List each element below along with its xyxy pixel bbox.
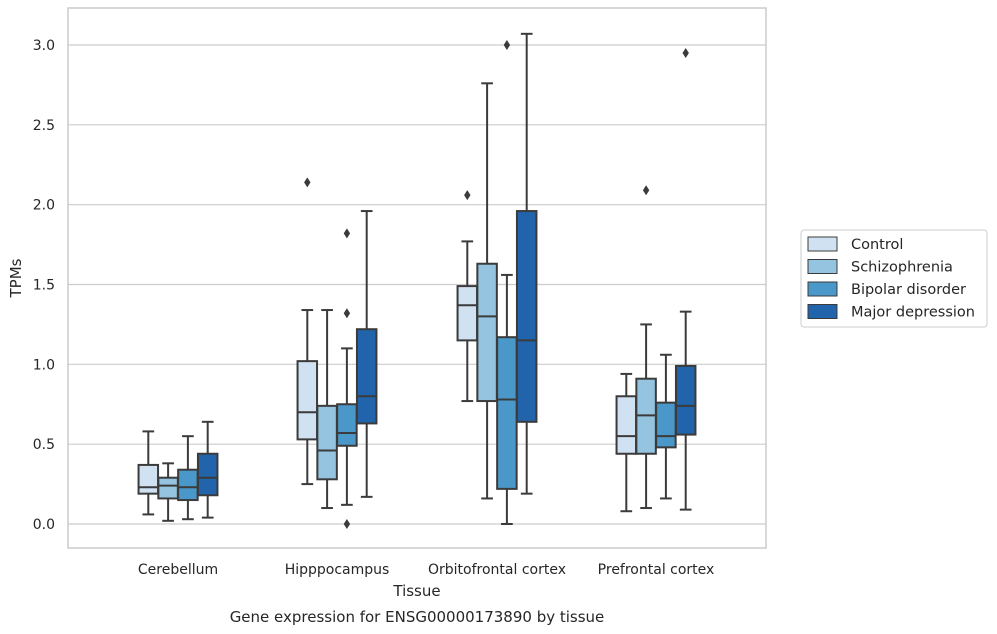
box-bipolar-disorder	[177, 435, 199, 521]
outlier-point	[642, 185, 650, 196]
outlier-point	[682, 47, 689, 58]
box-bipolar-disorder	[336, 228, 358, 529]
box-iqr	[476, 262, 498, 403]
outlier-point	[464, 190, 471, 201]
box-iqr	[177, 468, 199, 502]
box-iqr	[316, 404, 338, 481]
x-axis-label: Tissue	[392, 582, 440, 600]
plot-area-frame	[67, 7, 767, 549]
y-axis-ticks: 0.0 0.5 1.0 1.5 2.0 2.5 3.0	[33, 38, 55, 533]
box-schizophrenia	[476, 82, 498, 500]
box-control	[456, 190, 479, 403]
legend-swatch	[807, 304, 838, 319]
box-iqr	[196, 452, 219, 497]
box-schizophrenia	[316, 309, 338, 510]
x-tick-label: Prefrontal cortex	[598, 562, 715, 578]
box-bipolar-disorder	[496, 40, 518, 525]
legend-swatch	[807, 281, 838, 297]
box-iqr	[456, 285, 479, 342]
box-iqr	[496, 336, 518, 490]
x-tick-label: Hipppocampus	[285, 562, 390, 578]
box-iqr	[615, 395, 638, 455]
y-gridlines	[68, 44, 766, 525]
box-major-depression	[196, 420, 219, 519]
legend: Control Schizophrenia Bipolar disorder Majo…	[800, 229, 988, 328]
y-tick-label: 3.0	[33, 38, 55, 54]
box-iqr	[157, 476, 179, 500]
y-tick-label: 1.5	[33, 278, 55, 294]
box-schizophrenia	[157, 462, 179, 522]
box-iqr	[137, 463, 160, 495]
box-series-group	[137, 32, 697, 529]
outlier-point	[343, 228, 351, 239]
y-tick-label: 0.0	[33, 517, 55, 533]
legend-label: Control	[851, 237, 903, 253]
x-tick-label: Cerebellum	[138, 562, 218, 578]
box-major-depression	[515, 32, 538, 495]
x-tick-label: Orbitofrontal cortex	[428, 562, 566, 578]
y-tick-label: 2.0	[33, 198, 55, 214]
box-iqr	[515, 210, 538, 423]
box-major-depression	[674, 47, 697, 511]
outlier-point	[304, 177, 311, 188]
y-axis-label: TPMs	[7, 258, 25, 298]
box-control	[296, 177, 319, 486]
box-iqr	[674, 364, 697, 436]
box-iqr	[336, 403, 358, 447]
legend-label: Bipolar disorder	[851, 282, 966, 298]
legend-swatch	[807, 236, 838, 252]
x-axis-ticks: Cerebellum Hipppocampus Orbitofrontal cort…	[138, 562, 714, 578]
legend-label: Schizophrenia	[851, 260, 953, 276]
legend-frame	[800, 229, 988, 328]
outlier-point	[343, 519, 351, 529]
outlier-point	[343, 308, 351, 319]
box-iqr	[296, 360, 319, 441]
box-iqr	[355, 328, 378, 425]
box-major-depression	[355, 210, 378, 498]
chart-caption: Gene expression for ENSG00000173890 by t…	[230, 608, 605, 626]
y-tick-label: 2.5	[33, 118, 55, 134]
box-bipolar-disorder	[655, 353, 677, 500]
y-tick-label: 0.5	[33, 437, 55, 453]
legend-label: Major depression	[851, 305, 975, 321]
y-tick-label: 1.0	[33, 357, 55, 373]
box-iqr	[655, 401, 677, 449]
outlier-point	[503, 40, 511, 50]
legend-swatch	[807, 259, 838, 274]
